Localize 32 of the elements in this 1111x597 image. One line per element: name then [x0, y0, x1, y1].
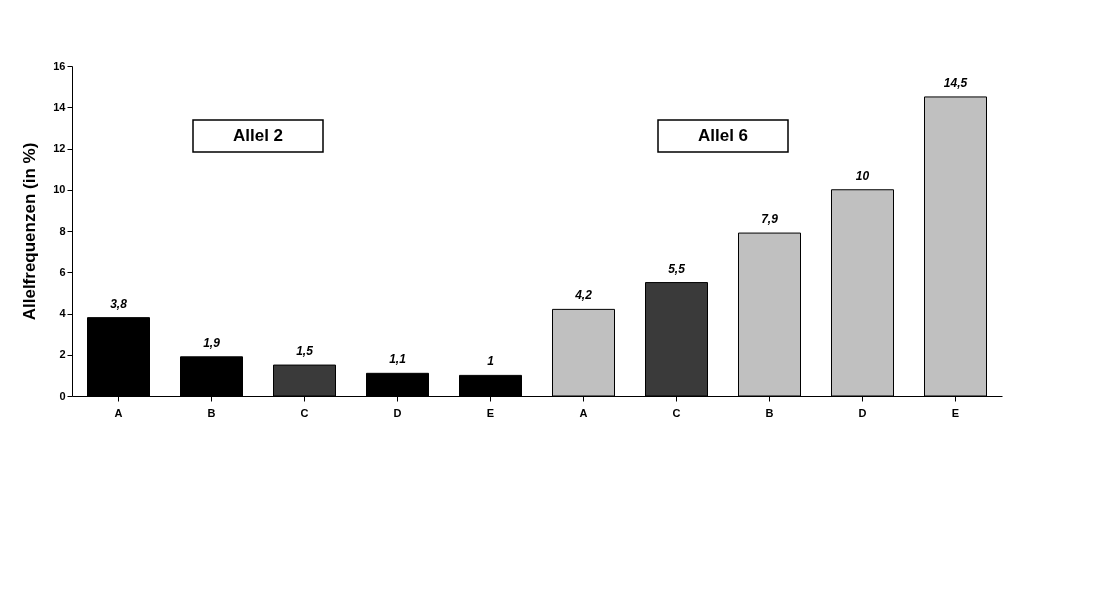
x-tick-label: A [114, 406, 123, 419]
x-tick-label: A [579, 406, 588, 419]
y-tick-label: 4 [59, 307, 67, 319]
y-tick-label: 10 [53, 183, 66, 196]
x-tick-label: C [300, 406, 309, 419]
data-label: 1,9 [203, 335, 221, 350]
data-label: 1,1 [389, 352, 407, 367]
data-label: 4,2 [574, 288, 593, 303]
data-label: 3,8 [110, 296, 128, 311]
data-label: 1 [487, 354, 495, 369]
y-tick-label: 2 [59, 348, 66, 361]
x-tick-label: D [858, 406, 867, 419]
y-tick-label: 6 [59, 265, 66, 278]
data-label: 7,9 [761, 212, 779, 227]
annotation: Allel 2 [232, 126, 284, 145]
data-label: 5,5 [668, 261, 686, 276]
data-label: 14,5 [943, 75, 968, 90]
x-tick-label: B [207, 406, 216, 419]
y-tick-label: 14 [53, 100, 67, 113]
y-axis-title: Allelfrequenzen (in %) [20, 142, 40, 321]
x-tick-label: E [951, 406, 960, 419]
data-label: 1,5 [296, 344, 314, 359]
y-tick-label: 16 [53, 59, 66, 72]
x-tick-label: E [486, 406, 495, 419]
x-tick-label: C [672, 406, 681, 419]
y-tick-label: 8 [59, 224, 66, 237]
annotation: Allel 6 [697, 126, 749, 145]
x-tick-label: B [765, 406, 774, 419]
x-tick-label: D [393, 406, 402, 419]
y-tick-label: 0 [59, 389, 66, 402]
data-label: 10 [855, 168, 870, 183]
y-tick-label: 12 [53, 142, 66, 154]
